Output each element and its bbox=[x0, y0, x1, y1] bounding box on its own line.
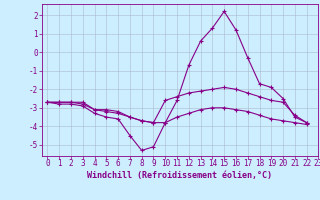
X-axis label: Windchill (Refroidissement éolien,°C): Windchill (Refroidissement éolien,°C) bbox=[87, 171, 273, 180]
